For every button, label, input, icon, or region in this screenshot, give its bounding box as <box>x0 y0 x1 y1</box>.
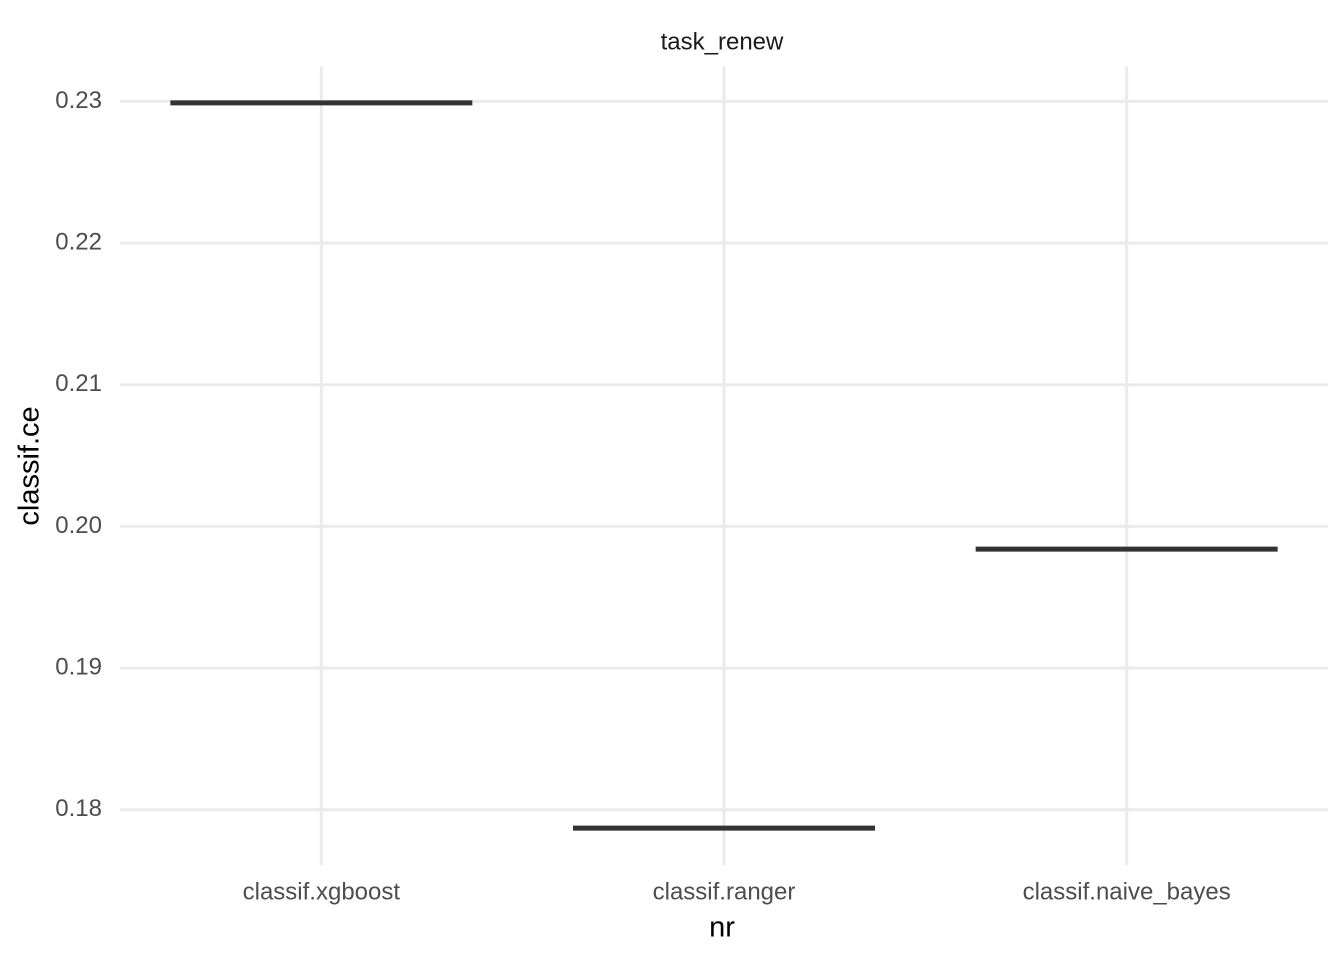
x-tick-label: classif.naive_bayes <box>1023 878 1231 905</box>
y-tick-label: 0.21 <box>55 370 102 397</box>
y-tick-label: 0.23 <box>55 87 102 114</box>
x-axis-label: nr <box>709 912 735 944</box>
y-tick-label: 0.20 <box>55 512 102 539</box>
y-tick-label: 0.22 <box>55 228 102 255</box>
y-tick-label: 0.19 <box>55 653 102 680</box>
facet-title: task_renew <box>661 28 784 55</box>
x-tick-label: classif.xgboost <box>243 878 401 905</box>
y-axis-label: classif.ce <box>14 406 46 525</box>
x-tick-label: classif.ranger <box>653 878 796 905</box>
y-tick-label: 0.18 <box>55 795 102 822</box>
